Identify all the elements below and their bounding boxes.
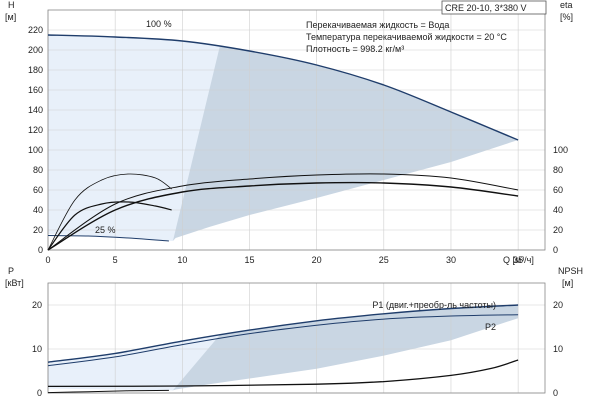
y-tick-label: 40 xyxy=(33,205,43,215)
y2-axis-unit: [%] xyxy=(560,12,573,22)
curve-eta-25 xyxy=(47,173,172,251)
note-line: Перекачиваемая жидкость = Вода xyxy=(306,20,449,30)
curve-npsh xyxy=(47,359,519,388)
series-label-p1: P1 (двиг.+преобр-ль частоты) xyxy=(372,300,496,310)
y-tick-label: 20 xyxy=(32,300,42,310)
x-axis-label: Q [м³/ч] xyxy=(503,255,534,265)
y-tick-label: 160 xyxy=(28,85,43,95)
note-line: Температура перекачиваемой жидкости = 20… xyxy=(306,32,507,42)
plot-frame xyxy=(47,9,546,251)
operating-area-light xyxy=(48,35,220,241)
curve-p-25 xyxy=(47,389,169,394)
y2-axis-label: NPSH xyxy=(558,266,583,276)
curve-head-100 xyxy=(47,34,519,141)
curve-eta-100 xyxy=(47,173,519,251)
y-tick-label: 0 xyxy=(37,388,42,398)
y2-tick-label: 20 xyxy=(553,300,563,310)
y2-tick-label: 0 xyxy=(553,388,558,398)
y2-tick-label: 60 xyxy=(553,185,563,195)
y2-tick-label: 100 xyxy=(553,145,568,155)
plot-frame xyxy=(47,282,546,394)
curve-eta-100b xyxy=(47,181,519,251)
y-tick-label: 180 xyxy=(28,65,43,75)
y-tick-label: 0 xyxy=(38,245,43,255)
y-tick-label: 120 xyxy=(28,125,43,135)
curve-label: 100 % xyxy=(146,19,172,29)
y-tick-label: 20 xyxy=(33,225,43,235)
y-axis-label: H xyxy=(8,0,15,10)
y-axis-unit: [м] xyxy=(5,12,16,22)
curve-label: 25 % xyxy=(95,225,116,235)
y-tick-label: 10 xyxy=(32,344,42,354)
title-box-text: CRE 20-10, 3*380 V xyxy=(445,3,527,13)
power-npsh-chart: 0 10 20 0 10 20 P [кВт] NPSH [м] P1 (двиг.+преобр-… xyxy=(5,266,583,398)
y2-tick-label: 40 xyxy=(553,205,563,215)
y-axis-label: P xyxy=(8,266,14,276)
y2-tick-label: 20 xyxy=(553,225,563,235)
y-tick-label: 60 xyxy=(33,185,43,195)
curve-p1 xyxy=(47,304,519,363)
title-box xyxy=(441,0,547,15)
x-tick-label: 20 xyxy=(312,255,322,265)
x-tick-label: 25 xyxy=(379,255,389,265)
y2-axis-unit: [м] xyxy=(562,278,573,288)
curve-p2 xyxy=(47,314,519,367)
note-line: Плотность = 998.2 кг/м³ xyxy=(306,44,404,54)
y-tick-label: 80 xyxy=(33,165,43,175)
x-tick-label: 10 xyxy=(177,255,187,265)
series-label-p2: P2 xyxy=(485,322,496,332)
y-tick-label: 100 xyxy=(28,145,43,155)
curve-head-25 xyxy=(47,235,169,242)
x-tick-label: 0 xyxy=(45,255,50,265)
y-tick-label: 220 xyxy=(28,25,43,35)
y2-tick-label: 10 xyxy=(553,344,563,354)
x-tick-label: 15 xyxy=(244,255,254,265)
curve-eta-25b xyxy=(47,201,172,251)
x-tick-label: 5 xyxy=(113,255,118,265)
x-tick-label: 35 xyxy=(513,255,523,265)
y-tick-label: 140 xyxy=(28,105,43,115)
y2-axis-label: eta xyxy=(560,0,573,10)
y2-tick-label: 0 xyxy=(553,245,558,255)
y-axis-unit: [кВт] xyxy=(5,278,24,288)
y2-tick-label: 80 xyxy=(553,165,563,175)
y-tick-label: 200 xyxy=(28,45,43,55)
x-tick-label: 30 xyxy=(446,255,456,265)
